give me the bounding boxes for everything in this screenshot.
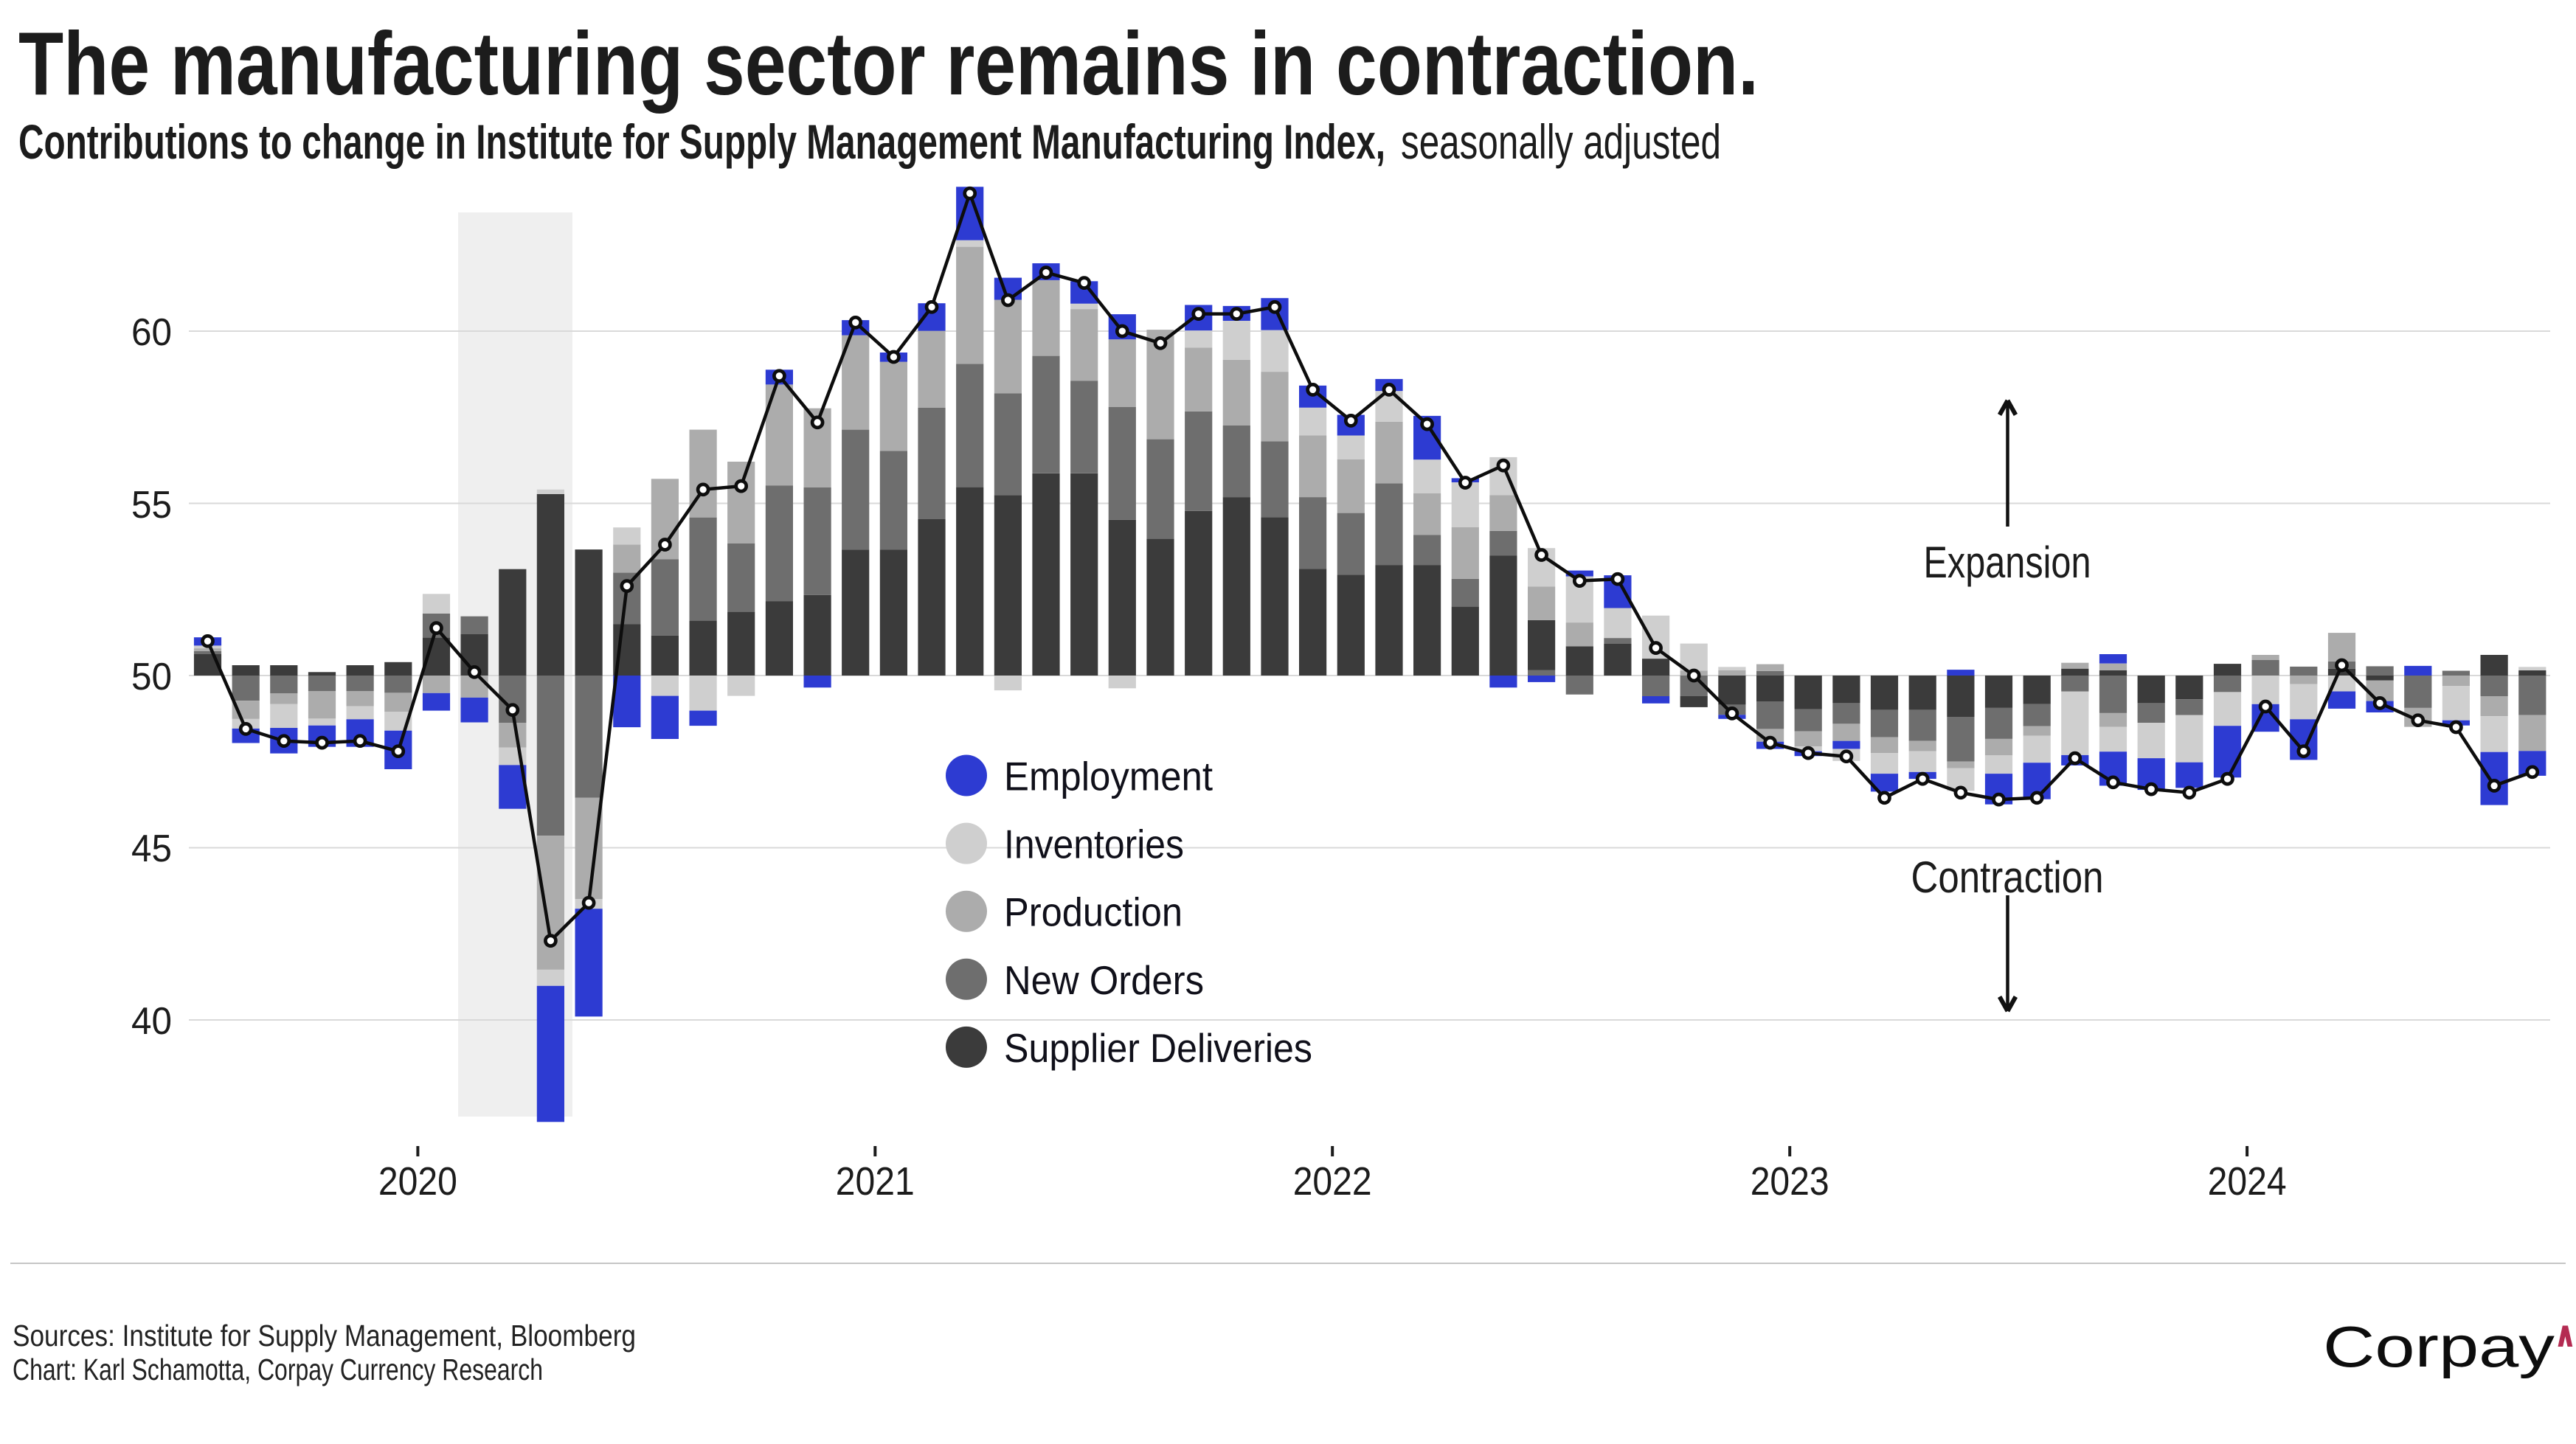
svg-text:Expansion: Expansion xyxy=(1924,538,2091,587)
svg-text:2022: 2022 xyxy=(1293,1159,1372,1204)
svg-text:Employment: Employment xyxy=(1004,754,1213,799)
svg-text:Sources: Institute for Supply: Sources: Institute for Supply Management… xyxy=(13,1319,636,1353)
svg-text:New Orders: New Orders xyxy=(1004,957,1204,1003)
svg-text:60: 60 xyxy=(131,311,172,354)
svg-text:40: 40 xyxy=(131,1000,172,1043)
svg-text:2024: 2024 xyxy=(2208,1159,2287,1204)
svg-text:Inventories: Inventories xyxy=(1004,822,1184,867)
svg-text:Contributions to change in Ins: Contributions to change in Institute for… xyxy=(18,114,1385,169)
svg-text:Corpay: Corpay xyxy=(2323,1314,2555,1379)
svg-text:2021: 2021 xyxy=(836,1159,915,1204)
svg-text:seasonally adjusted: seasonally adjusted xyxy=(1401,114,1721,169)
svg-text:Production: Production xyxy=(1004,889,1183,935)
svg-text:Contraction: Contraction xyxy=(1911,853,2104,902)
svg-text:2020: 2020 xyxy=(378,1159,457,1204)
svg-text:45: 45 xyxy=(131,827,172,870)
svg-text:55: 55 xyxy=(131,484,172,527)
svg-text:50: 50 xyxy=(131,656,172,698)
svg-text:Chart: Karl Schamotta, Corpay: Chart: Karl Schamotta, Corpay Currency R… xyxy=(13,1353,543,1386)
svg-text:The manufacturing sector remai: The manufacturing sector remains in cont… xyxy=(18,13,1759,114)
svg-text:Supplier Deliveries: Supplier Deliveries xyxy=(1004,1025,1312,1071)
svg-text:2023: 2023 xyxy=(1751,1159,1829,1204)
